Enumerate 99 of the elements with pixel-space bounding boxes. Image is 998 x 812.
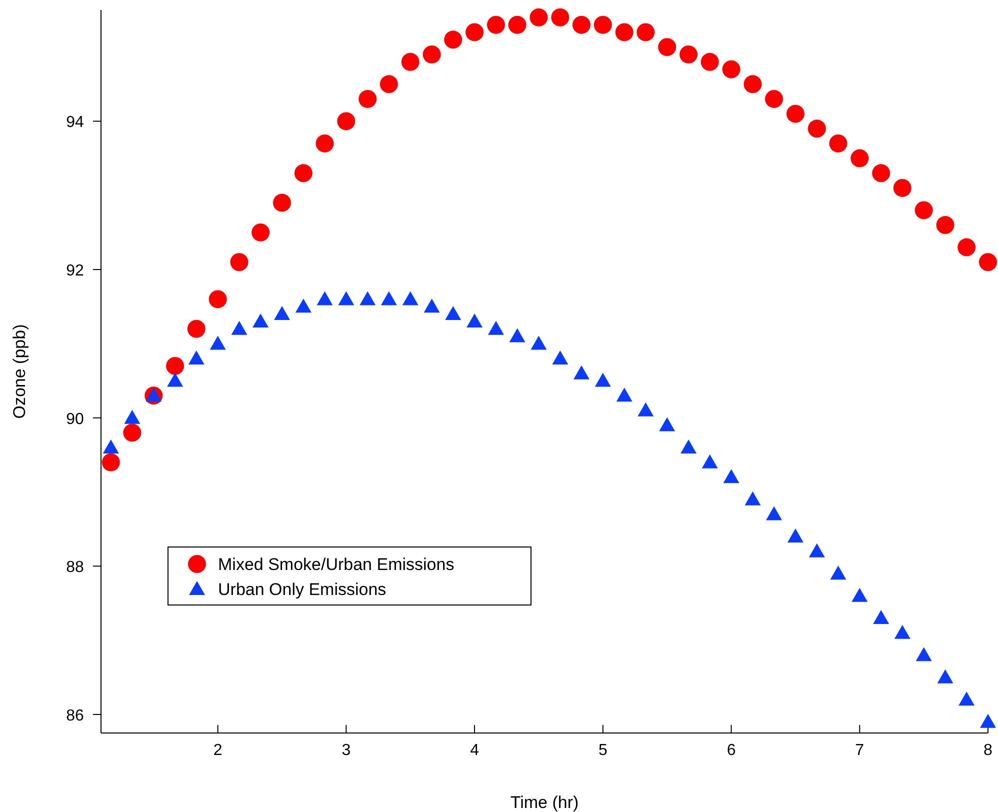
y-tick-label: 90 (66, 410, 84, 428)
point (615, 23, 634, 42)
point (187, 320, 206, 338)
point (808, 120, 826, 138)
point (294, 164, 312, 182)
point (636, 23, 655, 42)
x-tick-label: 6 (726, 742, 736, 759)
point (231, 320, 248, 335)
point (188, 350, 204, 365)
point (702, 454, 718, 468)
point (893, 178, 912, 197)
y-tick-label: 92 (66, 262, 84, 280)
y-tick-label: 94 (66, 114, 84, 132)
point (380, 291, 397, 306)
point (358, 90, 377, 108)
point (958, 238, 976, 256)
point (894, 624, 910, 639)
point (616, 388, 632, 402)
point (508, 16, 526, 34)
point (638, 402, 654, 416)
point (102, 440, 119, 454)
point (401, 52, 420, 71)
point (680, 45, 698, 64)
x-tick-label: 3 (342, 742, 351, 759)
x-tick-label: 7 (855, 742, 864, 759)
point (252, 313, 269, 328)
point (873, 610, 890, 624)
point (274, 306, 290, 320)
legend-label: Mixed Smoke/Urban Emissions (218, 555, 454, 574)
point (765, 90, 784, 108)
point (102, 453, 120, 472)
x-tick-label: 2 (213, 742, 222, 759)
y-axis-title: Ozone (ppb) (10, 324, 29, 419)
point (530, 336, 547, 350)
point (272, 194, 291, 212)
x-tick-label: 4 (470, 742, 480, 759)
x-tick-label: 5 (598, 742, 608, 759)
point (744, 75, 762, 94)
point (914, 201, 933, 220)
point (808, 543, 825, 558)
point (466, 313, 483, 328)
point (659, 417, 676, 432)
point (980, 714, 996, 728)
x-tick-label: 8 (984, 742, 993, 759)
point (937, 669, 954, 684)
point (766, 506, 782, 520)
point (936, 216, 954, 234)
point (488, 320, 504, 335)
point (594, 372, 611, 387)
point (316, 291, 333, 306)
point (208, 290, 227, 308)
point (252, 223, 270, 242)
point (573, 365, 590, 380)
point (530, 8, 548, 26)
point (466, 23, 484, 42)
point (445, 306, 462, 320)
point (402, 291, 418, 306)
point (551, 8, 570, 26)
point (786, 104, 804, 123)
point (337, 112, 356, 130)
point (444, 30, 462, 49)
point (124, 410, 140, 424)
point (486, 16, 505, 34)
point (509, 328, 526, 342)
point (422, 45, 441, 64)
point (295, 298, 312, 313)
point (210, 336, 226, 350)
point (787, 528, 804, 542)
point (979, 253, 997, 272)
point (230, 253, 248, 272)
point (166, 356, 184, 375)
point (658, 38, 676, 56)
point (424, 298, 440, 313)
point (680, 440, 697, 454)
point (830, 566, 846, 580)
point (872, 164, 890, 182)
point (380, 75, 398, 94)
x-axis-title: Time (hr) (510, 793, 579, 812)
point (316, 134, 334, 152)
point (552, 350, 568, 365)
y-tick-label: 86 (66, 707, 84, 724)
point (916, 647, 932, 662)
point (744, 491, 761, 506)
point (700, 52, 719, 71)
point (829, 134, 848, 152)
point (123, 424, 142, 442)
y-tick-label: 88 (66, 559, 84, 576)
legend-label: Urban Only Emissions (218, 580, 386, 599)
point (594, 16, 612, 34)
point (722, 60, 740, 78)
point (338, 291, 354, 306)
point (852, 588, 868, 602)
point (146, 388, 162, 402)
point (360, 291, 376, 306)
point (572, 16, 590, 34)
point (958, 692, 975, 706)
point (723, 469, 740, 484)
point (167, 372, 184, 387)
point (850, 149, 869, 168)
